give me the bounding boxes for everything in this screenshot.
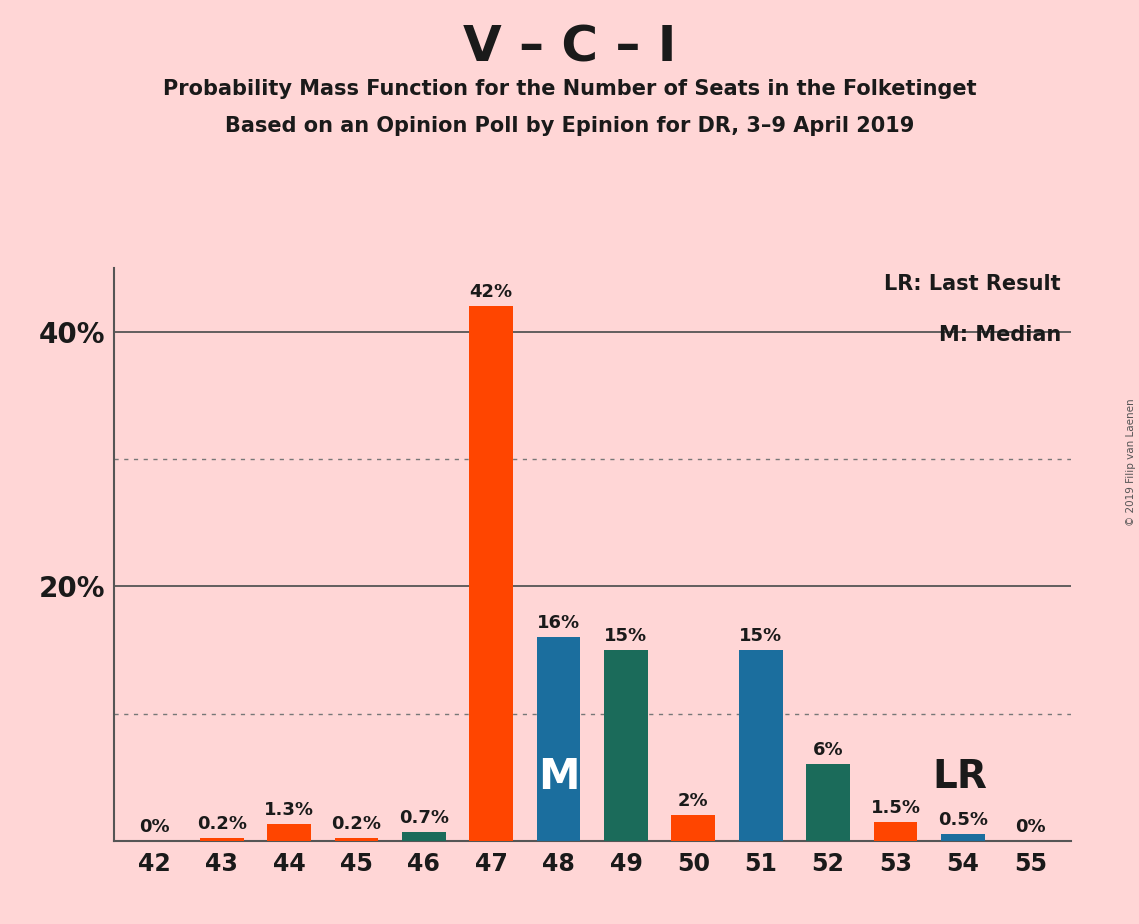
Text: V – C – I: V – C – I [462, 23, 677, 71]
Text: M: M [538, 756, 580, 798]
Text: 0.2%: 0.2% [331, 815, 382, 833]
Bar [402, 832, 445, 841]
Bar [604, 650, 648, 841]
Text: 1.5%: 1.5% [870, 798, 920, 817]
Text: 2%: 2% [678, 792, 708, 810]
Bar [335, 838, 378, 841]
Text: 16%: 16% [536, 614, 580, 632]
Text: 1.3%: 1.3% [264, 801, 314, 820]
Bar [941, 834, 985, 841]
Bar [672, 815, 715, 841]
Text: 0.5%: 0.5% [937, 811, 988, 830]
Bar [536, 638, 581, 841]
Text: 42%: 42% [469, 283, 513, 301]
Text: Probability Mass Function for the Number of Seats in the Folketinget: Probability Mass Function for the Number… [163, 79, 976, 99]
Text: M: Median: M: Median [939, 325, 1062, 346]
Bar [199, 838, 244, 841]
Text: LR: Last Result: LR: Last Result [885, 274, 1062, 294]
Bar [268, 824, 311, 841]
Text: 0.7%: 0.7% [399, 808, 449, 827]
Text: © 2019 Filip van Laenen: © 2019 Filip van Laenen [1126, 398, 1136, 526]
Text: LR: LR [933, 759, 988, 796]
Bar [469, 306, 513, 841]
Text: 0.2%: 0.2% [197, 815, 247, 833]
Bar [806, 764, 850, 841]
Text: 6%: 6% [813, 741, 843, 760]
Text: 15%: 15% [605, 626, 648, 645]
Text: 15%: 15% [739, 626, 782, 645]
Text: Based on an Opinion Poll by Epinion for DR, 3–9 April 2019: Based on an Opinion Poll by Epinion for … [224, 116, 915, 136]
Bar [739, 650, 782, 841]
Bar [874, 821, 917, 841]
Text: 0%: 0% [1015, 818, 1046, 835]
Text: 0%: 0% [139, 818, 170, 835]
